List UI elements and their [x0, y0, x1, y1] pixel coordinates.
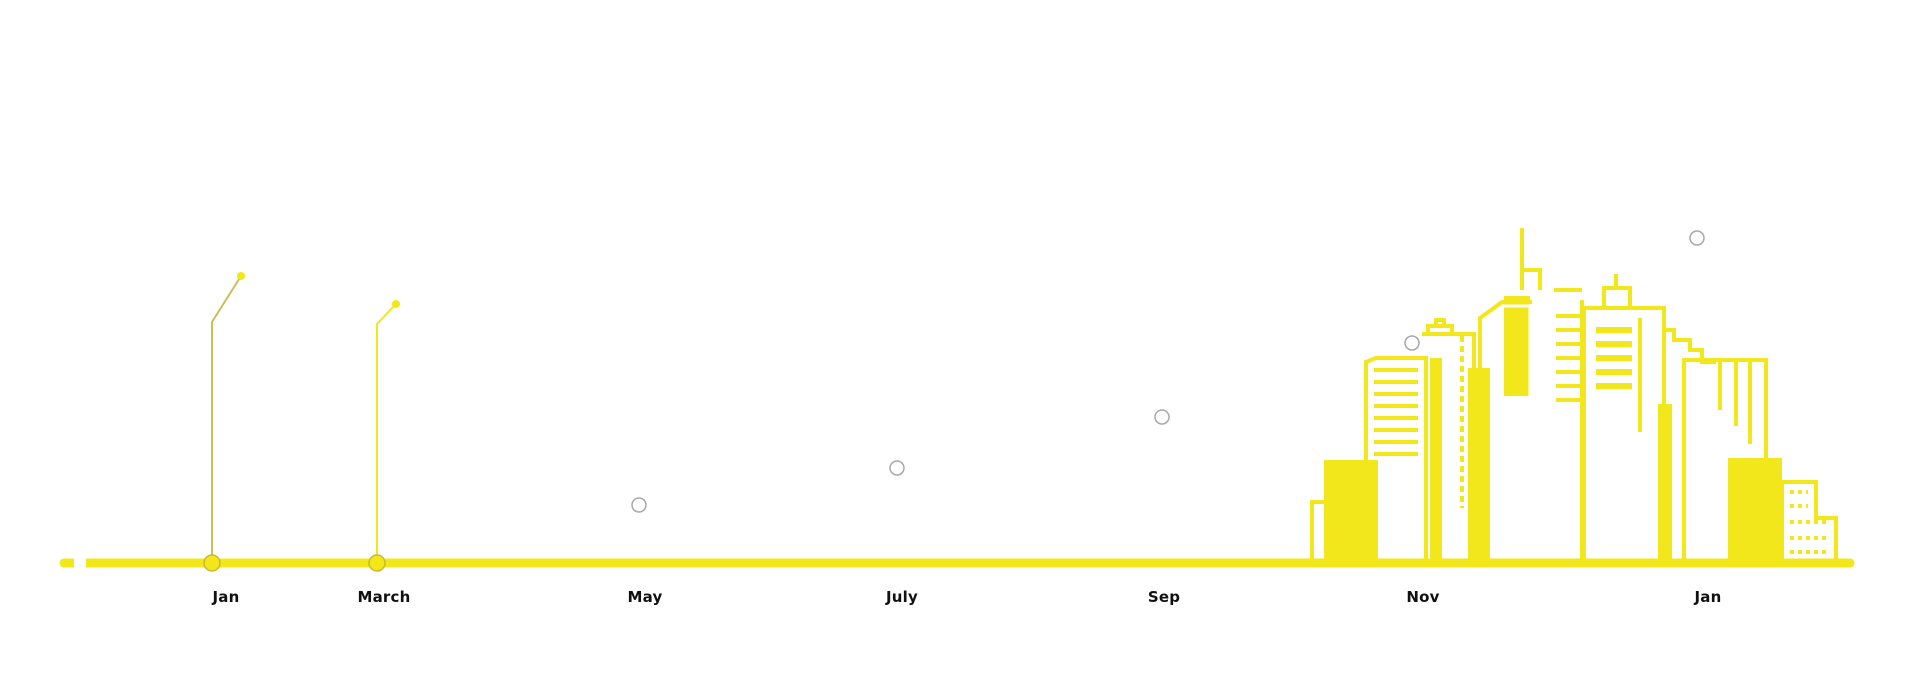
- timeline-nodes: [203, 230, 1705, 572]
- timeline-node-6[interactable]: [1689, 230, 1705, 246]
- month-label-2: May: [627, 588, 663, 606]
- month-label-5: Nov: [1406, 588, 1440, 606]
- timeline-node-5[interactable]: [1404, 335, 1420, 351]
- timeline-node-3[interactable]: [889, 460, 905, 476]
- month-label-3: July: [886, 588, 918, 606]
- milestone-stem: [376, 303, 397, 563]
- milestone-tip-dot: [392, 300, 400, 308]
- milestone-stem: [211, 275, 242, 563]
- milestone-tip-dot: [237, 272, 245, 280]
- city-skyline-icon: [1310, 228, 1838, 562]
- month-label-6: Jan: [1694, 588, 1722, 606]
- timeline-track-gap: [74, 556, 86, 570]
- timeline-node-2[interactable]: [631, 497, 647, 513]
- timeline-node-1[interactable]: [368, 554, 386, 572]
- month-label-1: March: [357, 588, 411, 606]
- timeline-node-4[interactable]: [1154, 409, 1170, 425]
- month-label-4: Sep: [1147, 588, 1181, 606]
- month-label-0: Jan: [212, 588, 240, 606]
- timeline-node-0[interactable]: [203, 554, 221, 572]
